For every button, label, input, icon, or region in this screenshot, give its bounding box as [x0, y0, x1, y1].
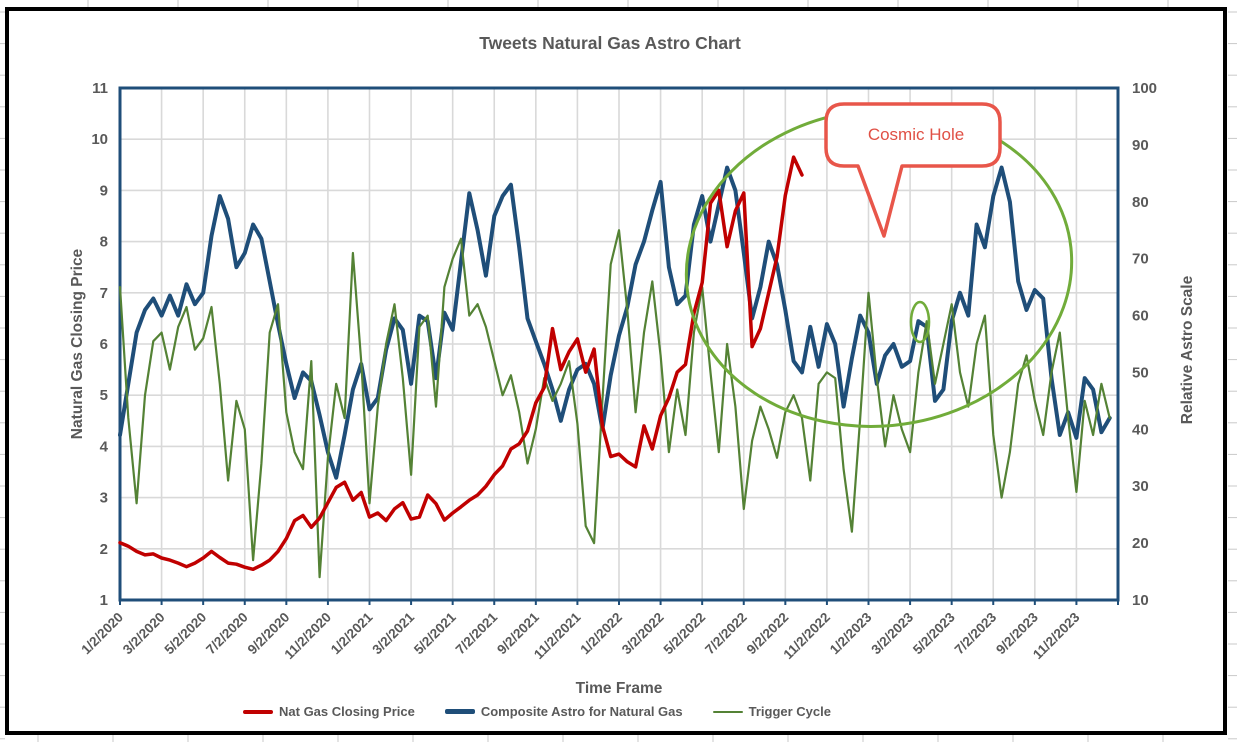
- x-tick-label: 3/2/2021: [369, 609, 417, 657]
- x-tick-label: 1/2/2022: [577, 610, 625, 658]
- y-right-tick-label: 40: [1132, 421, 1149, 438]
- x-tick-label: 5/2/2023: [910, 609, 958, 657]
- legend-item[interactable]: Composite Astro for Natural Gas: [444, 704, 683, 719]
- series-trigger-cycle[interactable]: [118, 229, 1111, 579]
- x-tick-label: 7/2/2022: [702, 610, 750, 658]
- y-right-tick-label: 90: [1132, 137, 1149, 154]
- x-tick-label: 3/2/2022: [619, 610, 667, 658]
- y-left-tick-label: 3: [100, 490, 108, 507]
- y-left-tick-label: 11: [92, 80, 108, 97]
- y-left-tick-label: 1: [100, 592, 108, 609]
- y-left-tick-label: 10: [91, 131, 108, 148]
- y-right-tick-label: 70: [1132, 251, 1149, 268]
- legend-label: Trigger Cycle: [748, 704, 831, 719]
- callout-bubble[interactable]: [824, 102, 1002, 238]
- y-right-tick-label: 80: [1132, 194, 1149, 211]
- y-right-tick-label: 30: [1132, 478, 1149, 495]
- x-tick-label: 3/2/2020: [120, 610, 168, 658]
- y-right-tick-label: 50: [1132, 364, 1149, 381]
- y-right-tick-label: 60: [1132, 308, 1149, 325]
- legend-swatch: [444, 709, 475, 714]
- y-left-tick-label: 6: [100, 336, 108, 353]
- y-left-tick-label: 7: [100, 285, 108, 302]
- x-tick-label: 5/2/2020: [162, 610, 210, 658]
- legend-item[interactable]: Nat Gas Closing Price: [243, 704, 415, 719]
- y-left-tick-label: 8: [100, 234, 108, 251]
- y-right-tick-label: 20: [1132, 535, 1149, 552]
- legend-swatch: [243, 709, 274, 714]
- legend-item[interactable]: Trigger Cycle: [712, 704, 831, 719]
- y-right-axis-title: Relative Astro Scale: [1179, 275, 1196, 425]
- small-circle-annotation[interactable]: [909, 300, 931, 344]
- series-composite-astro-for-natural-gas[interactable]: [118, 165, 1112, 480]
- legend-swatch: [712, 710, 743, 713]
- x-tick-label: 5/2/2021: [411, 609, 459, 657]
- x-tick-label: 7/2/2020: [203, 610, 251, 658]
- callout-text: Cosmic Hole: [867, 125, 965, 144]
- series-nat-gas-closing-price[interactable]: [118, 155, 804, 572]
- y-left-tick-label: 9: [100, 182, 108, 199]
- y-left-axis-title: Natural Gas Closing Price: [69, 248, 86, 440]
- y-left-tick-label: 4: [100, 438, 109, 455]
- chart-title: Tweets Natural Gas Astro Chart: [479, 33, 741, 53]
- x-axis-title: Time Frame: [575, 680, 663, 697]
- y-left-tick-label: 2: [100, 541, 108, 558]
- x-tick-label: 5/2/2022: [661, 610, 709, 658]
- x-tick-label: 7/2/2021: [453, 609, 501, 657]
- x-tick-label: 1/2/2020: [78, 610, 126, 658]
- y-left-tick-label: 5: [100, 387, 108, 404]
- x-tick-label: 1/2/2023: [827, 609, 875, 657]
- x-tick-label: 7/2/2023: [952, 609, 1000, 657]
- legend-label: Nat Gas Closing Price: [279, 704, 415, 719]
- legend-label: Composite Astro for Natural Gas: [480, 704, 683, 719]
- x-tick-label: 1/2/2021: [328, 609, 376, 657]
- y-right-tick-label: 10: [1132, 592, 1149, 609]
- chart-object[interactable]: [5, 7, 1227, 735]
- x-tick-label: 3/2/2023: [868, 609, 916, 657]
- y-right-tick-label: 100: [1132, 80, 1157, 97]
- chart-legend: Nat Gas Closing Price Composite Astro for…: [243, 704, 831, 719]
